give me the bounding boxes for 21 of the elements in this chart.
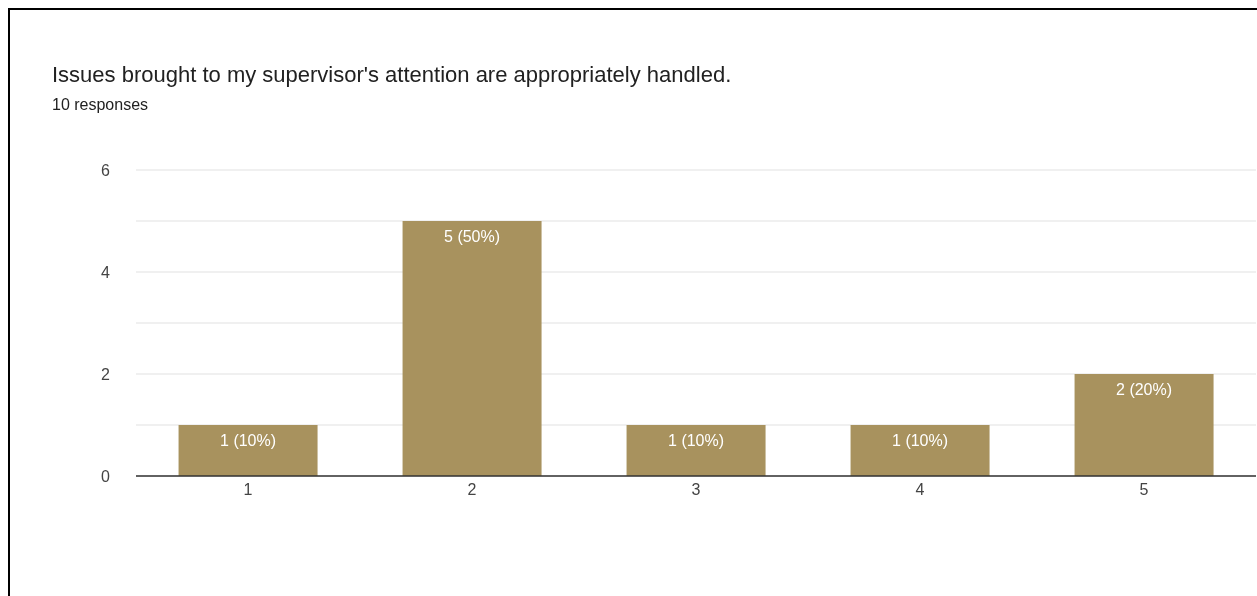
x-tick-label: 4 [915,481,925,499]
data-label: 5 (50%) [444,228,501,246]
x-tick-label: 3 [691,481,701,499]
x-tick-label: 5 [1139,481,1149,499]
chart-title: Issues brought to my supervisor's attention are appropriately handled. [52,62,732,88]
bar [178,425,318,476]
data-label: 1 (10%) [668,432,725,450]
chart-subtitle: 10 responses [52,96,149,114]
y-tick-label: 6 [101,161,111,179]
bar [1074,374,1214,476]
x-tick-label: 1 [243,481,253,499]
data-label: 1 (10%) [220,432,277,450]
data-label: 1 (10%) [892,432,949,450]
y-tick-label: 4 [101,263,111,281]
y-tick-label: 0 [101,467,111,485]
x-tick-label: 2 [467,481,477,499]
bar [626,425,766,476]
bar [850,425,990,476]
bar [402,221,542,476]
data-label: 2 (20%) [1116,381,1173,399]
y-tick-label: 2 [101,365,111,383]
